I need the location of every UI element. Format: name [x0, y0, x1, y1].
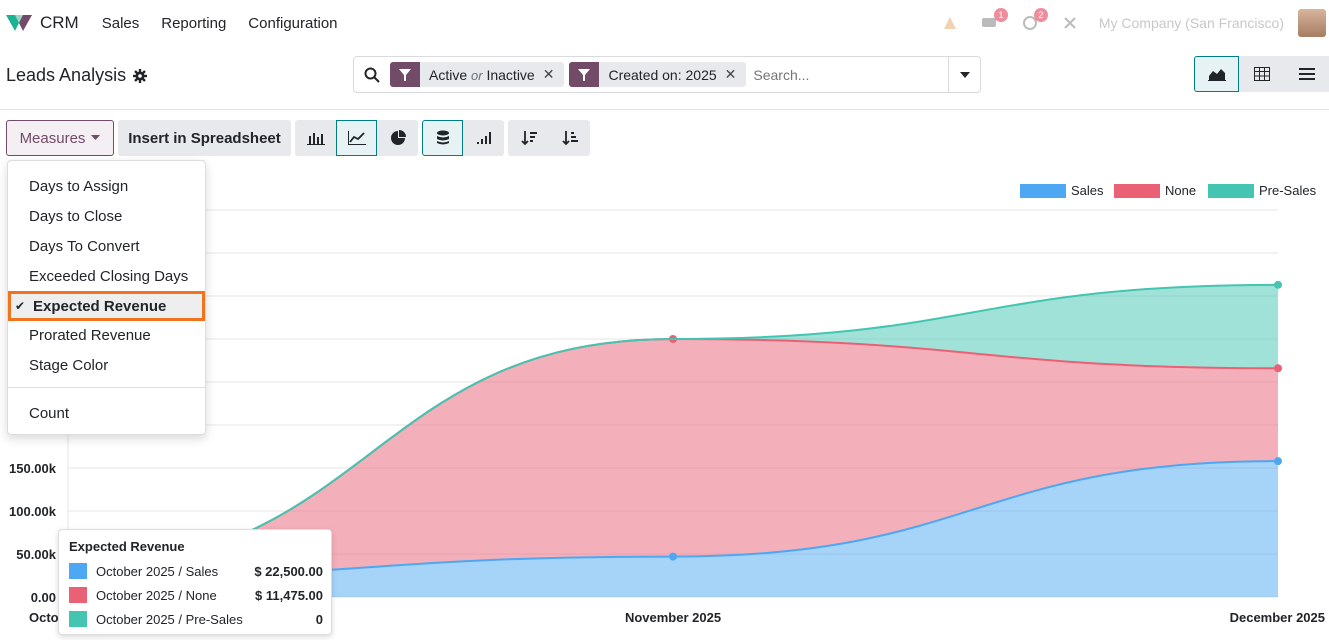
- pivot-view-button[interactable]: [1239, 56, 1284, 92]
- search-bar: Active or Inactive ✕ Created on: 2025 ✕: [353, 56, 981, 93]
- table-icon: [1253, 67, 1270, 81]
- bar-chart-icon: [306, 133, 325, 145]
- tools-icon[interactable]: [1059, 12, 1081, 34]
- measures-button[interactable]: Measures: [6, 120, 114, 156]
- legend-swatch: [1114, 184, 1160, 198]
- stack-icon: [436, 130, 449, 145]
- measure-days-to-convert[interactable]: Days To Convert: [29, 237, 140, 255]
- activity-badge: 2: [1033, 8, 1048, 22]
- sort-ascending-icon: [561, 131, 578, 146]
- discuss-icon[interactable]: 1: [979, 8, 1008, 34]
- measure-count[interactable]: Count: [29, 404, 70, 422]
- pie-chart-button[interactable]: [377, 120, 418, 156]
- search-input[interactable]: [753, 66, 934, 83]
- legend-label: Sales: [1071, 183, 1104, 198]
- user-avatar[interactable]: [1298, 9, 1326, 37]
- measure-exceeded-closing-days[interactable]: Exceeded Closing Days: [29, 267, 189, 285]
- page-title-text: Leads Analysis: [6, 65, 127, 85]
- legend-swatch: [1208, 184, 1254, 198]
- tooltip-swatch: [69, 611, 87, 627]
- data-point: [1274, 364, 1282, 373]
- x-tick-label: December 2025: [1230, 610, 1325, 625]
- company-switcher[interactable]: My Company (San Francisco): [1098, 15, 1284, 31]
- legend-swatch: [1020, 184, 1066, 198]
- menu-reporting[interactable]: Reporting: [161, 14, 227, 32]
- y-tick-label: 100.00k: [9, 504, 57, 519]
- crm-logo-icon: [6, 15, 32, 31]
- measure-days-to-assign[interactable]: Days to Assign: [29, 177, 129, 195]
- legend-label: Pre-Sales: [1259, 183, 1317, 198]
- y-tick-label: 50.00k: [16, 547, 57, 562]
- legend-label: None: [1165, 183, 1196, 198]
- filter-icon: [390, 62, 420, 87]
- data-point: [669, 552, 677, 561]
- measures-label: Measures: [19, 129, 86, 147]
- graph-toolbar: Measures Insert in Spreadsheet: [6, 120, 590, 156]
- control-panel: Leads Analysis Active or Inactive ✕ Crea…: [0, 46, 1329, 110]
- measure-expected-revenue[interactable]: ✔ Expected Revenue: [8, 291, 205, 321]
- search-options-toggle[interactable]: [948, 57, 980, 92]
- remove-facet-icon[interactable]: ✕: [724, 66, 737, 82]
- graph-view-button[interactable]: [1194, 56, 1239, 92]
- list-view-button[interactable]: [1284, 56, 1329, 92]
- series-area-pre-sales: [68, 284, 1278, 568]
- measure-prorated-revenue[interactable]: Prorated Revenue: [29, 326, 151, 344]
- area-chart-icon: [1207, 69, 1226, 81]
- tooltip-swatch: [69, 587, 87, 603]
- sort-descending-icon: [520, 131, 537, 146]
- remove-facet-icon[interactable]: ✕: [542, 66, 555, 82]
- dropdown-divider: [8, 387, 205, 388]
- data-point: [1274, 457, 1282, 466]
- tooltip-swatch: [69, 563, 87, 579]
- tooltip-row: October 2025 / None $ 11,475.00: [69, 586, 323, 604]
- pie-chart-icon: [390, 130, 406, 145]
- series-area-none: [68, 339, 1278, 578]
- sort-descending-button[interactable]: [508, 120, 549, 156]
- x-tick-label: November 2025: [625, 610, 721, 625]
- tooltip-title: Expected Revenue: [69, 539, 185, 554]
- cumulative-icon: [476, 132, 491, 144]
- menu-configuration[interactable]: Configuration: [248, 14, 338, 32]
- series-line-pre-sales: [67, 283, 1279, 569]
- gear-icon[interactable]: [133, 68, 148, 83]
- line-chart-icon: [347, 131, 366, 145]
- cumulative-button[interactable]: [463, 120, 504, 156]
- top-navbar: CRM Sales Reporting Configuration 1 2 My…: [0, 0, 1329, 46]
- discuss-badge: 1: [993, 8, 1008, 22]
- view-switcher: [1194, 56, 1329, 92]
- data-point: [1274, 280, 1282, 289]
- search-icon[interactable]: [354, 67, 390, 83]
- menu-sales[interactable]: Sales: [101, 14, 140, 32]
- measure-days-to-close[interactable]: Days to Close: [29, 207, 123, 225]
- y-tick-label: 0.00: [31, 590, 56, 605]
- list-icon: [1298, 68, 1315, 80]
- caret-down-icon: [91, 135, 101, 140]
- y-tick-label: 150.00k: [9, 461, 57, 476]
- filter-icon: [569, 62, 600, 87]
- debug-icon[interactable]: [939, 12, 961, 34]
- sort-ascending-button[interactable]: [549, 120, 590, 156]
- stacked-button[interactable]: [422, 120, 463, 156]
- app-brand[interactable]: CRM: [6, 13, 79, 33]
- caret-down-icon: [959, 71, 970, 78]
- filter-facet-active: Active or Inactive ✕: [390, 62, 565, 87]
- insert-spreadsheet-button[interactable]: Insert in Spreadsheet: [118, 120, 291, 156]
- series-area-sales: [68, 461, 1278, 597]
- tooltip-row: October 2025 / Pre-Sales 0: [69, 610, 323, 628]
- filter-facet-created: Created on: 2025 ✕: [569, 62, 747, 87]
- check-icon: ✔: [15, 299, 26, 313]
- activity-icon[interactable]: 2: [1019, 8, 1048, 34]
- page-title: Leads Analysis: [6, 65, 148, 86]
- facet-created-label: Created on: 2025: [608, 66, 717, 83]
- facet-active-label: Active or Inactive: [429, 66, 535, 83]
- chart-tooltip: Expected Revenue October 2025 / Sales $ …: [58, 529, 332, 635]
- tooltip-row: October 2025 / Sales $ 22,500.00: [69, 562, 323, 580]
- app-name: CRM: [40, 13, 79, 32]
- measures-dropdown: Days to Assign Days to Close Days To Con…: [7, 160, 206, 435]
- bar-chart-button[interactable]: [295, 120, 336, 156]
- line-chart-button[interactable]: [336, 120, 377, 156]
- measure-stage-color[interactable]: Stage Color: [29, 356, 109, 374]
